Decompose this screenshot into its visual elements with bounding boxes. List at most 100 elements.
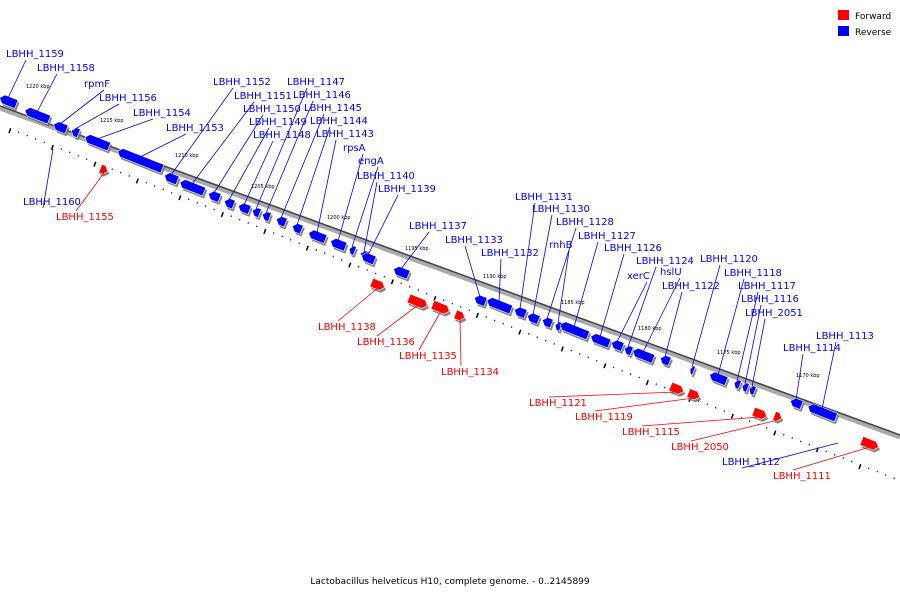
gene-label[interactable]: LBHH_2050 (671, 442, 729, 453)
gene-arrow[interactable] (84, 134, 112, 152)
gene-arrow[interactable] (251, 207, 262, 219)
gene-label[interactable]: rpsA (343, 143, 366, 154)
gene-label[interactable]: LBHH_1152 (213, 77, 271, 88)
gene-label[interactable]: LBHH_1150 (243, 104, 301, 115)
gene-label[interactable]: LBHH_1148 (253, 130, 311, 141)
gene-arrow[interactable] (24, 107, 52, 125)
gene-arrow[interactable] (632, 347, 656, 364)
gene-label[interactable]: LBHH_2051 (745, 308, 803, 319)
gene-label[interactable]: LBHH_1159 (6, 49, 64, 60)
gene-label[interactable]: LBHH_1158 (37, 63, 95, 74)
gene-arrow[interactable] (430, 300, 450, 315)
gene-arrow[interactable] (514, 306, 528, 319)
gene-arrow[interactable] (859, 436, 879, 451)
gene-label[interactable]: LBHH_1115 (622, 427, 680, 438)
gene-arrow[interactable] (559, 321, 590, 341)
gene-arrow[interactable] (486, 297, 514, 315)
gene-label[interactable]: LBHH_1134 (441, 367, 499, 378)
gene-arrow[interactable] (164, 172, 180, 186)
gene-label[interactable]: xerC (627, 271, 650, 282)
gene-label[interactable]: LBHH_1122 (662, 281, 720, 292)
gene-arrow[interactable] (807, 403, 838, 423)
gene-label[interactable]: rnhB (549, 240, 573, 251)
gene-arrow[interactable] (686, 388, 700, 401)
gene-label[interactable]: LBHH_1128 (556, 217, 614, 228)
gene-arrow[interactable] (541, 317, 554, 329)
gene-label[interactable]: LBHH_1137 (409, 221, 467, 232)
gene-arrow[interactable] (291, 223, 304, 235)
gene-label[interactable]: LBHH_1119 (575, 412, 633, 423)
gene-label[interactable]: LBHH_1111 (773, 471, 831, 482)
gene-label[interactable]: LBHH_1132 (481, 248, 539, 259)
gene-arrow[interactable] (623, 345, 634, 357)
gene-arrow[interactable] (393, 266, 411, 280)
gene-label[interactable]: LBHH_1112 (722, 457, 780, 468)
gene-label[interactable]: LBHH_1136 (357, 337, 415, 348)
gene-arrow[interactable] (741, 382, 750, 393)
gene-arrow[interactable] (689, 365, 696, 376)
gene-arrow[interactable] (709, 371, 729, 386)
gene-arrow[interactable] (98, 163, 109, 175)
gene-label[interactable]: LBHH_1127 (578, 231, 636, 242)
gene-label[interactable]: LBHH_1131 (515, 192, 573, 203)
gene-label[interactable]: LBHH_1121 (529, 398, 587, 409)
gene-arrow[interactable] (790, 397, 804, 410)
gene-label[interactable]: LBHH_1139 (378, 184, 436, 195)
gene-arrow[interactable] (772, 410, 783, 422)
scale-tick (553, 343, 555, 345)
gene-label[interactable]: LBHH_1143 (316, 129, 374, 140)
scale-tick (578, 353, 581, 355)
gene-label[interactable]: LBHH_1113 (816, 331, 874, 342)
gene-arrow[interactable] (406, 293, 428, 309)
gene-label[interactable]: LBHH_1149 (249, 117, 307, 128)
kbp-label: 1180 kbp (638, 326, 662, 332)
gene-arrow[interactable] (117, 148, 165, 174)
gene-arrow[interactable] (668, 381, 684, 395)
gene-label[interactable]: rpmF (84, 79, 110, 90)
gene-arrow[interactable] (275, 216, 288, 228)
gene-arrow[interactable] (53, 121, 69, 135)
gene-label[interactable]: LBHH_1156 (99, 93, 157, 104)
gene-label[interactable]: LBHH_1133 (445, 235, 503, 246)
gene-label[interactable]: LBHH_1146 (293, 90, 351, 101)
gene-label[interactable]: LBHH_1124 (636, 256, 694, 267)
gene-label[interactable]: LBHH_1153 (166, 123, 224, 134)
gene-arrow[interactable] (733, 379, 742, 390)
gene-label[interactable]: LBHH_1118 (724, 268, 782, 279)
gene-arrow[interactable] (453, 309, 466, 321)
gene-label[interactable]: LBHH_1135 (399, 351, 457, 362)
gene-arrow[interactable] (261, 211, 272, 223)
gene-label[interactable]: LBHH_1144 (310, 116, 368, 127)
gene-label[interactable]: LBHH_1151 (234, 91, 292, 102)
gene-label[interactable]: LBHH_1117 (738, 281, 796, 292)
gene-label[interactable]: LBHH_1154 (133, 108, 191, 119)
gene-label[interactable]: LBHH_1130 (532, 204, 590, 215)
gene-arrow[interactable] (748, 385, 757, 396)
gene-arrow[interactable] (179, 179, 207, 197)
gene-label[interactable]: LBHH_1160 (23, 197, 81, 208)
gene-label[interactable]: LBHH_1145 (304, 103, 362, 114)
gene-label[interactable]: LBHH_1138 (318, 322, 376, 333)
gene-label[interactable]: LBHH_1126 (604, 243, 662, 254)
gene-arrow[interactable] (0, 94, 19, 109)
gene-label[interactable]: LBHH_1114 (783, 343, 841, 354)
gene-arrow[interactable] (590, 333, 612, 349)
gene-arrow[interactable] (223, 198, 236, 210)
gene-label[interactable]: LBHH_1155 (56, 212, 114, 223)
gene-arrow[interactable] (308, 229, 328, 244)
gene-label[interactable]: LBHH_1120 (700, 254, 758, 265)
scale-tick (60, 148, 62, 150)
gene-arrow[interactable] (474, 294, 488, 307)
gene-label[interactable]: engA (358, 156, 384, 167)
gene-arrow[interactable] (348, 245, 357, 256)
gene-arrow[interactable] (330, 238, 348, 252)
gene-arrow[interactable] (751, 406, 767, 420)
scale-tick (645, 379, 649, 386)
gene-arrow[interactable] (527, 312, 541, 325)
gene-arrow[interactable] (369, 277, 385, 291)
gene-label[interactable]: LBHH_1147 (287, 77, 345, 88)
gene-label[interactable]: hslU (660, 267, 682, 278)
gene-label[interactable]: LBHH_1140 (357, 171, 415, 182)
gene-label[interactable]: LBHH_1116 (741, 294, 799, 305)
gene-arrow[interactable] (659, 355, 672, 367)
